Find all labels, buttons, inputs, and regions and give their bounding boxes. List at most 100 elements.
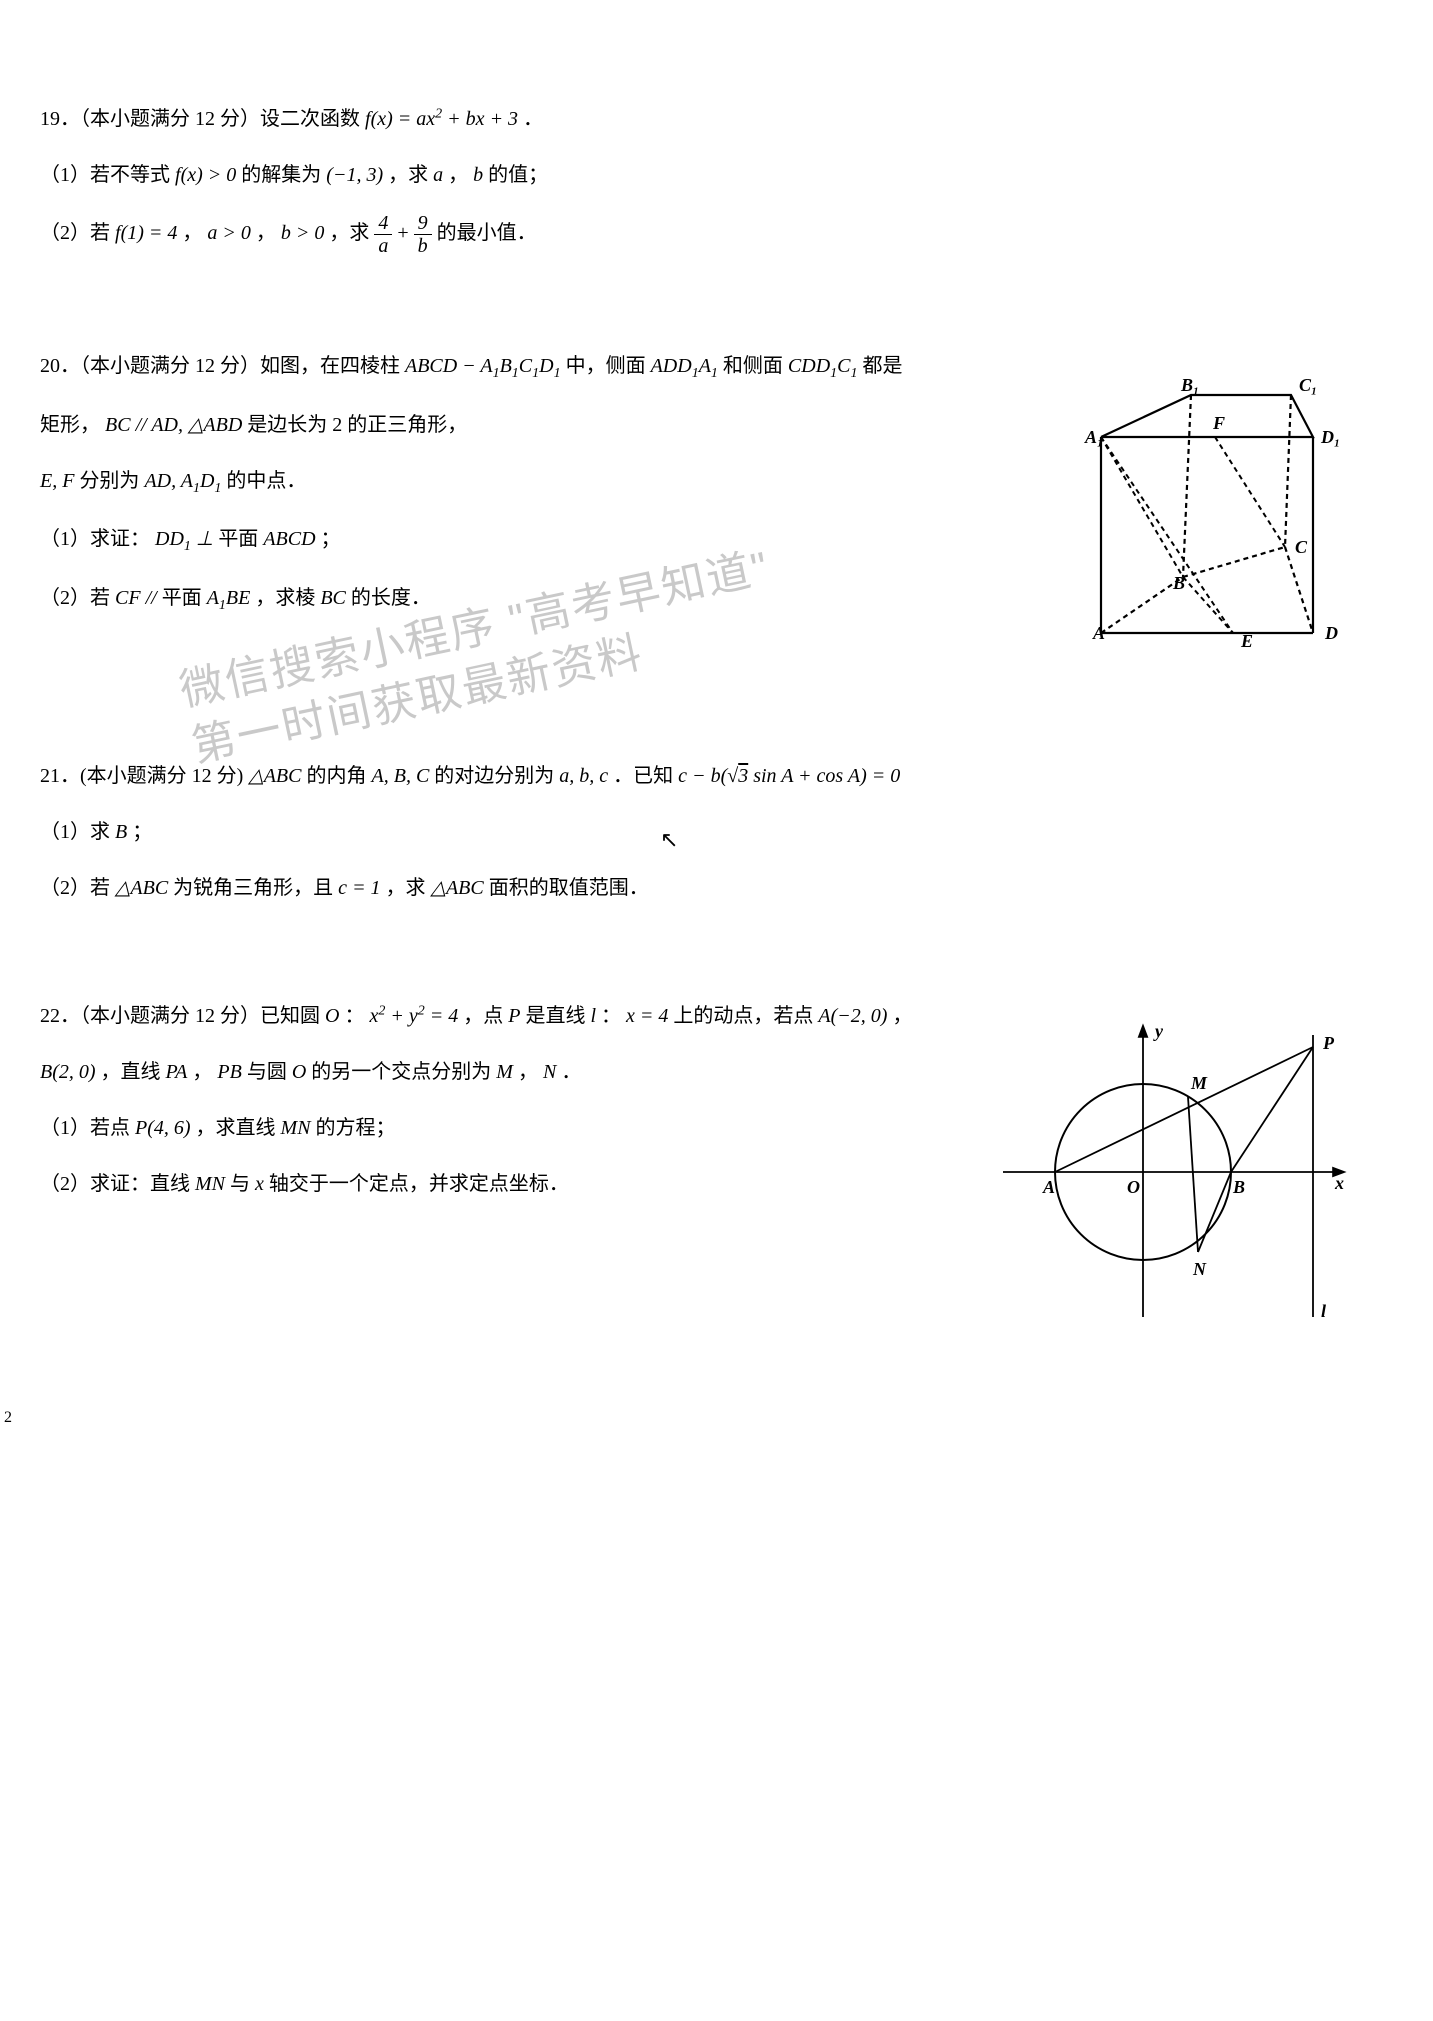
q20-line3: E, F 分别为 AD, A1D1 的中点． — [40, 462, 640, 503]
text: ， — [518, 1061, 543, 1083]
formula: △ABC — [115, 877, 168, 899]
var: M — [496, 1061, 513, 1083]
q20-part1: （1）求证： DD1 ⊥ 平面 ABCD ； — [40, 520, 640, 561]
text: 和侧面 — [723, 355, 788, 377]
q21-part2: （2）若 △ABC 为锐角三角形，且 c = 1 ，求 △ABC 面积的取值范围… — [40, 869, 1393, 907]
text: 22．（本小题满分 12 分）已知圆 — [40, 1005, 325, 1027]
var: N — [543, 1061, 556, 1083]
formula: P(4, 6) — [135, 1117, 191, 1139]
var: PB — [217, 1061, 241, 1083]
text: 的最小值． — [437, 222, 537, 244]
interval: (−1, 3) — [326, 164, 383, 186]
text: 面积的取值范围． — [489, 877, 649, 899]
svg-text:A: A — [1092, 623, 1105, 643]
text: （1）若不等式 — [40, 164, 175, 186]
formula: AD, A1D1 — [144, 470, 221, 492]
var: PA — [166, 1061, 188, 1083]
formula: f(1) = 4 — [115, 222, 177, 244]
formula: b > 0 — [281, 222, 325, 244]
svg-text:O: O — [1127, 1177, 1140, 1197]
formula: x2 + y2 = 4 — [369, 1005, 458, 1027]
question-22: 22．（本小题满分 12 分）已知圆 O ： x2 + y2 = 4 ，点 P … — [40, 997, 1393, 1357]
text: ，求 — [388, 164, 433, 186]
text: 与 — [230, 1173, 255, 1195]
var: MN — [195, 1173, 225, 1195]
text: 上的动点，若点 — [673, 1005, 818, 1027]
svg-text:P: P — [1322, 1033, 1335, 1053]
formula: CDD1C1 — [788, 355, 858, 377]
formula: c − b(√3 sin A + cos A) = 0 — [678, 765, 900, 787]
formula: ABCD − A1B1C1D1 — [405, 355, 561, 377]
text: ，求棱 — [255, 587, 320, 609]
text: （1）求 — [40, 821, 115, 843]
text: （1）若点 — [40, 1117, 135, 1139]
text: 的对边分别为 — [434, 765, 559, 787]
prism-diagram: A₁B₁C₁D₁FABCDE — [1073, 377, 1353, 657]
svg-text:x: x — [1334, 1173, 1344, 1193]
q20-line2: 矩形， BC // AD, △ABD 是边长为 2 的正三角形， — [40, 406, 640, 444]
svg-text:y: y — [1153, 1021, 1164, 1041]
text: ， — [182, 222, 207, 244]
svg-text:B₁: B₁ — [1180, 377, 1199, 395]
q19-part2: （2）若 f(1) = 4 ， a > 0 ， b > 0 ，求 4a + 9b… — [40, 212, 1393, 257]
text: 21．(本小题满分 12 分) — [40, 765, 248, 787]
fraction: 4a — [374, 212, 392, 257]
fraction: 9b — [414, 212, 432, 257]
formula: B(2, 0) — [40, 1061, 96, 1083]
var-b: b — [473, 164, 483, 186]
text: 是直线 — [525, 1005, 590, 1027]
formula: BC // AD, △ABD — [105, 414, 242, 436]
text: 的方程； — [316, 1117, 396, 1139]
svg-text:B: B — [1172, 573, 1185, 593]
svg-text:A₁: A₁ — [1084, 427, 1103, 447]
q20-part2: （2）若 CF // 平面 A1BE ，求棱 BC 的长度． — [40, 579, 640, 620]
text: ，求 — [329, 222, 374, 244]
text: + — [397, 222, 413, 244]
svg-text:D₁: D₁ — [1320, 427, 1340, 447]
svg-text:F: F — [1212, 413, 1225, 433]
formula: △ABC — [248, 765, 301, 787]
text: ，求 — [386, 877, 431, 899]
text: 分别为 — [79, 470, 144, 492]
formula: A1BE — [207, 587, 251, 609]
text: ，点 — [463, 1005, 508, 1027]
q22-line2: B(2, 0) ，直线 PA ， PB 与圆 O 的另一个交点分别为 M ， N… — [40, 1053, 660, 1091]
var: x — [255, 1173, 264, 1195]
text: ． — [561, 1061, 581, 1083]
formula: ADD1A1 — [651, 355, 718, 377]
text: 平面 — [218, 528, 263, 550]
var-a: a — [433, 164, 443, 186]
formula: c = 1 — [338, 877, 380, 899]
text: 是边长为 2 的正三角形， — [247, 414, 467, 436]
formula: f(x) > 0 — [175, 164, 236, 186]
text: 矩形， — [40, 414, 105, 436]
svg-text:C: C — [1295, 537, 1308, 557]
svg-text:C₁: C₁ — [1299, 377, 1317, 395]
text: ， — [192, 1061, 217, 1083]
text: 都是 — [863, 355, 903, 377]
formula: x = 4 — [626, 1005, 668, 1027]
text: （1）求证： — [40, 528, 155, 550]
svg-text:N: N — [1192, 1259, 1207, 1279]
text: ： — [601, 1005, 626, 1027]
text: ； — [321, 528, 341, 550]
formula: ABCD — [263, 528, 315, 550]
svg-text:A: A — [1042, 1177, 1055, 1197]
text: ， — [448, 164, 473, 186]
svg-text:E: E — [1240, 631, 1253, 651]
text: 的另一个交点分别为 — [311, 1061, 496, 1083]
text: （2）若 — [40, 222, 115, 244]
text: ； — [132, 821, 152, 843]
text: 的长度． — [351, 587, 431, 609]
var: l — [590, 1005, 596, 1027]
text: 19．（本小题满分 12 分）设二次函数 — [40, 108, 365, 130]
text: 的中点． — [226, 470, 306, 492]
text: ： — [344, 1005, 369, 1027]
var: O — [325, 1005, 339, 1027]
formula: a, b, c — [559, 765, 608, 787]
question-21: 21．(本小题满分 12 分) △ABC 的内角 A, B, C 的对边分别为 … — [40, 757, 1393, 907]
text: 平面 — [162, 587, 207, 609]
formula: △ABC — [431, 877, 484, 899]
text: 的解集为 — [241, 164, 326, 186]
svg-text:M: M — [1190, 1073, 1208, 1093]
